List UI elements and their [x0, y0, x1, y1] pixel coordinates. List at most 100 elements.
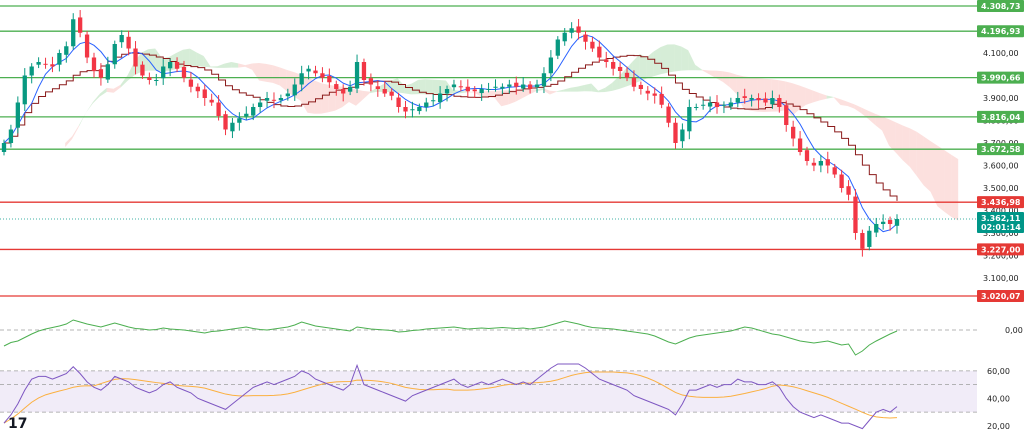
- candle-up: [569, 28, 574, 33]
- level-tag-label: 3.020,07: [981, 292, 1020, 301]
- cloud-segment: [362, 90, 370, 100]
- candle-up: [230, 122, 235, 132]
- momentum-line: [3, 319, 898, 356]
- price-axis-tick: 3.900,00: [983, 94, 1019, 103]
- cloud-segment: [930, 141, 938, 207]
- price-axis-tick: 3.300,00: [983, 229, 1019, 238]
- candle-down: [458, 86, 464, 88]
- cloud-segment: [79, 112, 86, 127]
- level-tag-label: 4.196,93: [981, 27, 1020, 36]
- candle-down: [756, 98, 761, 101]
- cloud-segment: [508, 89, 516, 105]
- candle-down: [98, 69, 104, 78]
- candle-down: [472, 89, 477, 92]
- candle-down: [887, 219, 893, 224]
- level-tag-label: 3.672,58: [981, 145, 1021, 154]
- candle-down: [777, 98, 782, 107]
- candle-up: [541, 73, 547, 87]
- price-axis-tick: 3.600,00: [983, 162, 1019, 171]
- price-axis-tick: 3.500,00: [983, 184, 1019, 193]
- candle-down: [811, 162, 817, 166]
- cloud-segment: [868, 110, 876, 126]
- cloud-segment: [487, 90, 495, 98]
- candle-up: [410, 109, 415, 111]
- cloud-segment: [85, 102, 93, 113]
- cloud-segment: [653, 47, 661, 77]
- candle-down: [320, 73, 325, 78]
- candle-up: [451, 84, 457, 88]
- cloud-segment: [937, 145, 945, 212]
- candle-up: [167, 62, 173, 69]
- candle-down: [576, 26, 581, 33]
- current-price-countdown: 02:01:14: [981, 223, 1021, 232]
- cloud-segment: [861, 107, 869, 119]
- cloud-segment: [522, 89, 530, 99]
- cloud-segment: [702, 69, 709, 75]
- cloud-segment: [494, 90, 502, 107]
- cloud-segment: [432, 79, 440, 95]
- candle-up: [244, 113, 249, 117]
- cloud-segment: [840, 99, 848, 106]
- cloud-segment: [902, 125, 910, 167]
- horizontal-levels: [0, 5, 977, 297]
- candle-down: [334, 84, 339, 89]
- cloud-segment: [245, 63, 253, 70]
- candle-down: [673, 122, 678, 143]
- candle-up: [424, 102, 429, 107]
- cloud-segment: [681, 46, 689, 71]
- cloud-segment: [418, 79, 426, 95]
- candle-up: [493, 86, 498, 88]
- candle-down: [666, 106, 671, 123]
- cloud-segment: [466, 91, 474, 93]
- candle-up: [770, 98, 775, 105]
- cloud-segment: [798, 85, 806, 110]
- candle-down: [611, 62, 616, 69]
- cloud-segment: [328, 84, 336, 113]
- candle-up: [57, 53, 62, 65]
- candle-up: [285, 93, 290, 97]
- candle-up: [721, 104, 727, 106]
- cloud-segment: [210, 66, 218, 68]
- cloud-segment: [951, 154, 959, 221]
- candle-down: [617, 66, 623, 71]
- level-tag-support: [977, 25, 1024, 38]
- candle-down: [645, 90, 650, 94]
- momentum-zero-label: 0,00: [1005, 326, 1023, 335]
- rsi-line: [3, 363, 898, 430]
- candle-down: [50, 64, 55, 67]
- rsi-axis-tick: 60,00: [987, 367, 1010, 376]
- level-tag-label: 3.227,00: [981, 245, 1021, 254]
- candle-down: [846, 186, 851, 195]
- candle-up: [562, 32, 567, 42]
- cloud-segment: [882, 116, 889, 146]
- candle-down: [597, 46, 602, 58]
- cloud-segment: [667, 44, 675, 73]
- candle-up: [894, 219, 900, 226]
- candle-down: [223, 114, 228, 130]
- candle-down: [195, 86, 200, 92]
- candle-up: [257, 102, 263, 107]
- cloud-segment: [888, 119, 896, 153]
- cloud-segment: [916, 131, 924, 186]
- candle-down: [659, 93, 664, 105]
- cloud-segment: [812, 90, 820, 103]
- price-axis-tick: 4.100,00: [983, 49, 1019, 58]
- candle-up: [154, 80, 159, 81]
- cloud-segment: [598, 87, 606, 93]
- candle-up: [64, 46, 69, 55]
- candle-up: [548, 57, 554, 74]
- candle-down: [403, 107, 408, 112]
- cloud-segment: [307, 77, 315, 114]
- candle-up: [306, 68, 311, 72]
- candle-down: [396, 97, 401, 107]
- cloud-segment: [542, 87, 550, 95]
- cloud-segment: [895, 122, 903, 161]
- cloud-segment: [750, 77, 758, 112]
- cloud-segment: [411, 79, 419, 95]
- candle-up: [105, 64, 110, 80]
- cloud-segment: [203, 55, 211, 68]
- level-tag-label: 4.308,73: [981, 2, 1020, 11]
- candle-down: [389, 91, 394, 96]
- level-tag-label: 3.816,04: [981, 113, 1021, 122]
